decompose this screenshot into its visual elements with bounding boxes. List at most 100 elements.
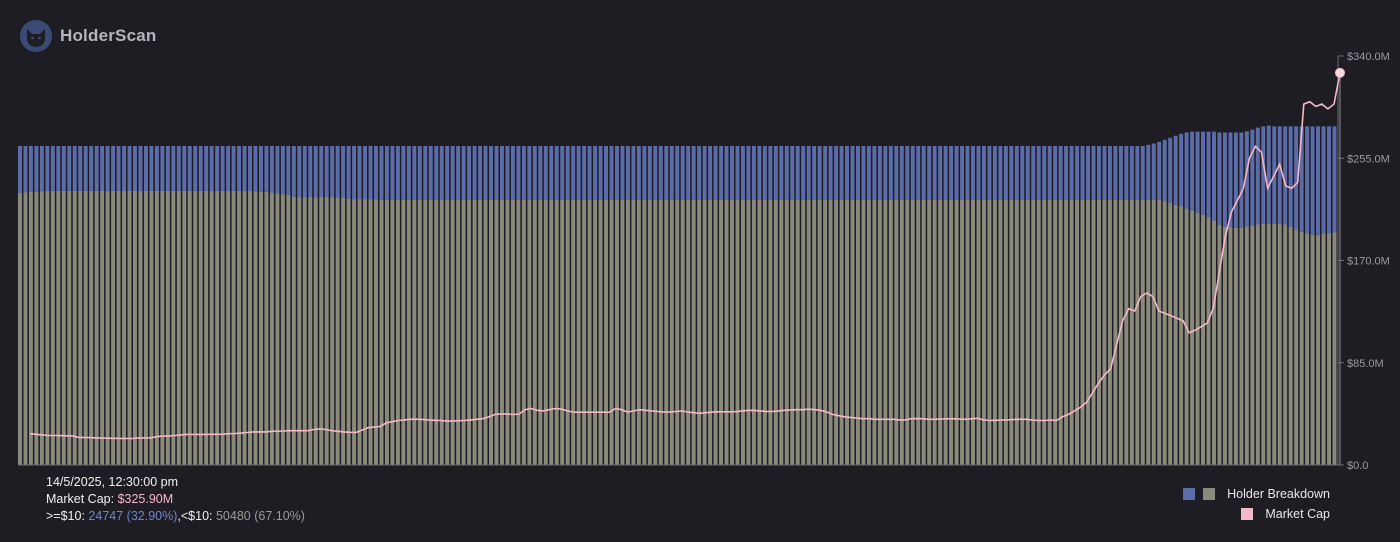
bar-holders-small bbox=[527, 199, 532, 465]
bar-holders-big bbox=[412, 145, 417, 200]
bar-holders-big bbox=[817, 145, 822, 200]
bar-holders-small bbox=[571, 199, 576, 465]
bar-holders-small bbox=[1129, 199, 1134, 465]
bar-holders-small bbox=[434, 199, 439, 465]
bar-holders-big bbox=[1305, 126, 1310, 234]
bar-holders-big bbox=[1332, 126, 1337, 233]
bar-holders-big bbox=[1097, 145, 1101, 200]
bar-holders-big bbox=[899, 145, 904, 200]
legend-swatch-small bbox=[1203, 488, 1216, 500]
bar-holders-small bbox=[193, 190, 198, 465]
bar-holders-small bbox=[248, 190, 252, 465]
bar-holders-big bbox=[620, 145, 625, 200]
bar-holders-small bbox=[406, 199, 411, 465]
bar-holders-small bbox=[346, 198, 351, 466]
bar-holders-big bbox=[34, 145, 39, 192]
bar-holders-big bbox=[72, 145, 77, 191]
bar-holders-small bbox=[1217, 224, 1222, 465]
bar-holders-small bbox=[395, 199, 400, 465]
bar-holders-big bbox=[242, 145, 247, 191]
bar-holders-big bbox=[992, 145, 997, 200]
bar-holders-big bbox=[647, 145, 652, 200]
bar-holders-big bbox=[1244, 131, 1249, 227]
bar-holders-big bbox=[516, 145, 521, 200]
legend-item-market-cap[interactable]: Market Cap bbox=[1183, 504, 1330, 524]
bar-holders-small bbox=[620, 199, 625, 465]
bar-holders-big bbox=[1250, 129, 1255, 226]
bar-holders-big bbox=[839, 145, 844, 200]
bar-holders-small bbox=[1031, 199, 1036, 465]
bar-holders-small bbox=[23, 192, 28, 465]
bar-holders-small bbox=[636, 199, 641, 465]
bar-holders-big bbox=[697, 145, 702, 200]
bar-holders-small bbox=[1064, 199, 1069, 465]
bar-holders-small bbox=[357, 199, 362, 465]
app-logo[interactable]: HolderScan bbox=[20, 20, 156, 52]
bar-holders-big bbox=[368, 145, 373, 200]
bar-holders-big bbox=[861, 145, 866, 200]
bar-holders-big bbox=[971, 145, 975, 200]
bar-holders-small bbox=[954, 199, 959, 465]
bar-holders-small bbox=[1168, 202, 1173, 466]
bar-holders-big bbox=[702, 145, 707, 200]
bar-holders-big bbox=[489, 145, 493, 200]
bar-holders-big bbox=[248, 145, 252, 191]
bar-holders-small bbox=[1025, 199, 1030, 465]
bar-holders-big bbox=[571, 145, 576, 200]
bar-holders-big bbox=[1190, 131, 1195, 211]
bar-holders-big bbox=[1080, 145, 1085, 200]
bar-holders-small bbox=[61, 190, 66, 465]
bar-holders-big bbox=[604, 145, 608, 200]
bar-holders-big bbox=[1020, 145, 1025, 200]
bar-holders-big bbox=[960, 145, 965, 200]
bar-holders-big bbox=[116, 145, 121, 191]
bar-holders-small bbox=[111, 190, 116, 465]
legend-item-holder-breakdown[interactable]: Holder Breakdown bbox=[1183, 484, 1330, 504]
bar-holders-small bbox=[1272, 223, 1277, 465]
bar-holders-small bbox=[439, 199, 444, 465]
y-axis-tick-label: $0.0 bbox=[1347, 460, 1368, 472]
bar-holders-big bbox=[483, 145, 488, 200]
bar-holders-small bbox=[1195, 213, 1200, 465]
bar-holders-big bbox=[1042, 145, 1047, 200]
bar-holders-small bbox=[1091, 199, 1096, 465]
bar-holders-big bbox=[39, 145, 44, 192]
bar-holders-small bbox=[1244, 226, 1249, 465]
bar-holders-big bbox=[1129, 145, 1134, 200]
tooltip-market-cap-label: Market Cap: bbox=[46, 492, 115, 506]
bar-holders-small bbox=[242, 190, 247, 465]
bar-holders-small bbox=[133, 190, 137, 465]
bar-holders-small bbox=[1036, 199, 1041, 465]
bar-holders-small bbox=[938, 199, 943, 465]
bar-holders-big bbox=[160, 145, 165, 191]
bar-holders-big bbox=[1036, 145, 1041, 200]
bar-holders-small bbox=[83, 190, 88, 465]
bar-holders-big bbox=[1047, 145, 1052, 200]
bar-holders-big bbox=[461, 145, 466, 200]
bar-holders-small bbox=[1097, 199, 1101, 465]
bar-holders-small bbox=[324, 197, 329, 465]
bar-holders-big bbox=[719, 145, 724, 200]
bar-holders-big bbox=[171, 145, 176, 191]
bar-holders-big bbox=[538, 145, 543, 200]
bar-holders-big bbox=[927, 145, 932, 200]
bar-holders-small bbox=[374, 199, 378, 465]
bar-holders-small bbox=[28, 191, 33, 466]
bar-holders-small bbox=[105, 190, 110, 465]
bar-holders-small bbox=[456, 199, 461, 465]
bar-holders-big bbox=[428, 145, 433, 200]
bar-holders-small bbox=[861, 199, 866, 465]
bar-holders-big bbox=[1212, 131, 1216, 221]
bar-holders-small bbox=[319, 197, 324, 465]
bar-holders-small bbox=[231, 190, 236, 465]
bar-holders-small bbox=[642, 199, 647, 465]
bar-holders-big bbox=[582, 145, 587, 200]
bar-holders-big bbox=[510, 145, 515, 200]
bar-holders-big bbox=[1239, 132, 1244, 228]
bar-holders-small bbox=[1075, 199, 1080, 465]
bar-holders-big bbox=[269, 145, 274, 193]
bar-holders-big bbox=[417, 145, 422, 200]
bar-holders-small bbox=[489, 199, 493, 465]
bar-holders-big bbox=[472, 145, 477, 200]
